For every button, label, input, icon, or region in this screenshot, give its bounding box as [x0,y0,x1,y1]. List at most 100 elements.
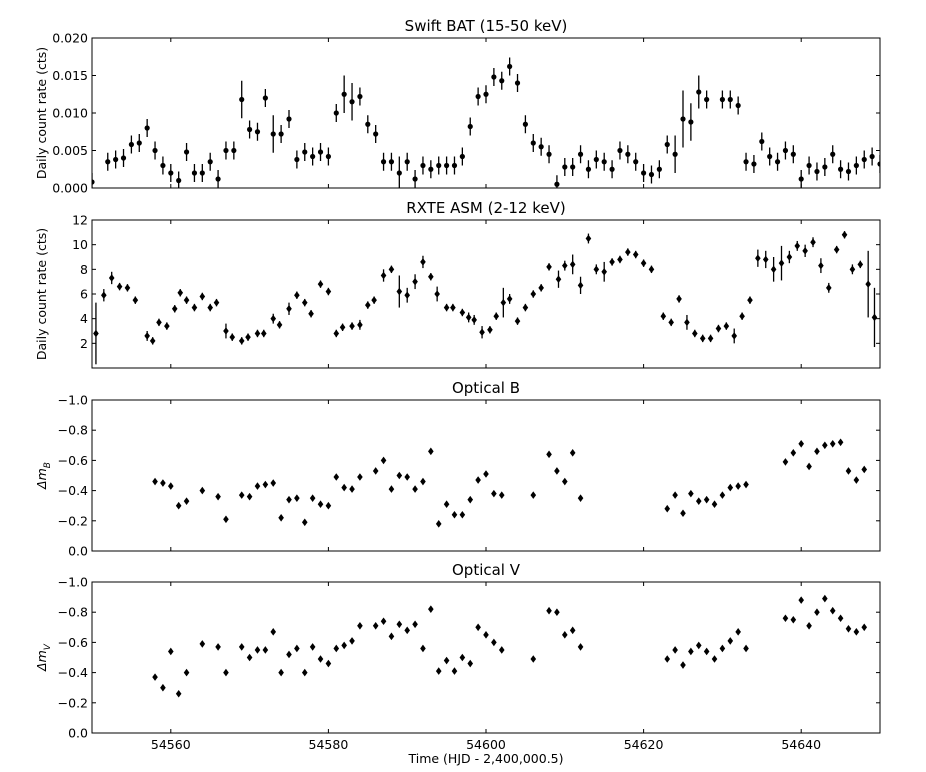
data-point [317,149,324,155]
data-point [810,238,816,246]
data-point [530,140,536,146]
y-tick-label: −0.2 [58,695,88,710]
data-point [459,153,465,160]
data-point [459,653,466,662]
data-point [845,467,852,475]
data-point [412,620,418,629]
y-axis-label: Daily count rate (cts) [34,47,49,179]
plot-frame [91,581,881,734]
data-point [695,641,702,650]
data-point [695,497,702,505]
data-point [467,659,474,668]
data-point [388,632,395,641]
data-point [699,334,706,343]
data-point [276,321,283,329]
data-point [308,309,314,318]
data-point [861,156,867,163]
y-tick-label: 0.010 [52,106,88,121]
data-point [538,284,544,292]
data-point [865,280,871,288]
data-point [790,449,797,457]
data-point [310,153,316,160]
data-point [229,333,236,341]
data-point [412,277,418,286]
data-point [625,151,631,157]
data-point [317,655,324,663]
data-point [869,153,875,160]
data-point [339,323,346,332]
data-points [93,231,878,365]
data-point [357,621,363,630]
data-point [554,181,560,187]
data-point [593,156,599,163]
data-point [664,141,670,148]
data-point [128,141,134,148]
data-point [790,615,797,624]
data-point [562,261,568,270]
data-point [640,259,647,267]
data-point [546,450,552,459]
data-point [790,151,796,157]
x-tick-label: 54560 [151,737,191,752]
data-point [341,641,347,650]
data-point [396,620,403,629]
data-point [747,296,753,304]
data-point [672,151,678,157]
data-point [774,159,781,165]
data-point [436,162,442,169]
data-point [372,467,379,475]
data-point [207,159,213,165]
data-point [806,162,812,169]
data-point [443,656,450,665]
data-point [325,287,332,296]
data-point [152,147,158,154]
data-point [365,301,371,309]
data-point [317,280,324,288]
data-point [778,259,785,267]
data-point [443,500,450,508]
data-point [794,242,801,250]
data-point [223,668,229,677]
data-point [506,295,513,303]
data-point [493,312,500,320]
data-point [664,655,671,663]
data-point [160,162,166,169]
data-point [116,282,123,291]
data-point [443,303,450,312]
data-point [371,296,377,304]
data-point [498,646,505,654]
data-point [183,497,190,505]
data-point [325,659,332,668]
data-point [522,121,529,127]
data-point [617,255,623,264]
data-point [617,147,623,154]
data-points [92,57,880,188]
data-point [798,596,804,604]
data-point [507,63,513,70]
data-point [254,482,261,490]
data-point [837,438,844,447]
data-point [491,638,497,647]
data-point [723,322,730,330]
data-point [215,176,221,182]
data-point [719,96,726,103]
data-point [294,291,300,300]
x-tick-label: 54620 [624,737,664,752]
data-point [191,303,198,312]
data-point [656,166,662,172]
data-point [168,482,174,490]
data-point [802,247,808,255]
data-point [743,644,749,653]
data-point [703,647,710,656]
y-tick-label: −1.0 [58,575,88,590]
data-point [585,166,592,172]
y-axis-label: ΔmV [34,643,53,672]
data-point [707,334,714,343]
data-point [333,110,339,116]
data-point [487,325,493,334]
data-point [396,287,403,296]
data-point [223,327,229,335]
data-point [822,441,828,450]
data-point [245,333,251,341]
data-point [294,644,300,653]
